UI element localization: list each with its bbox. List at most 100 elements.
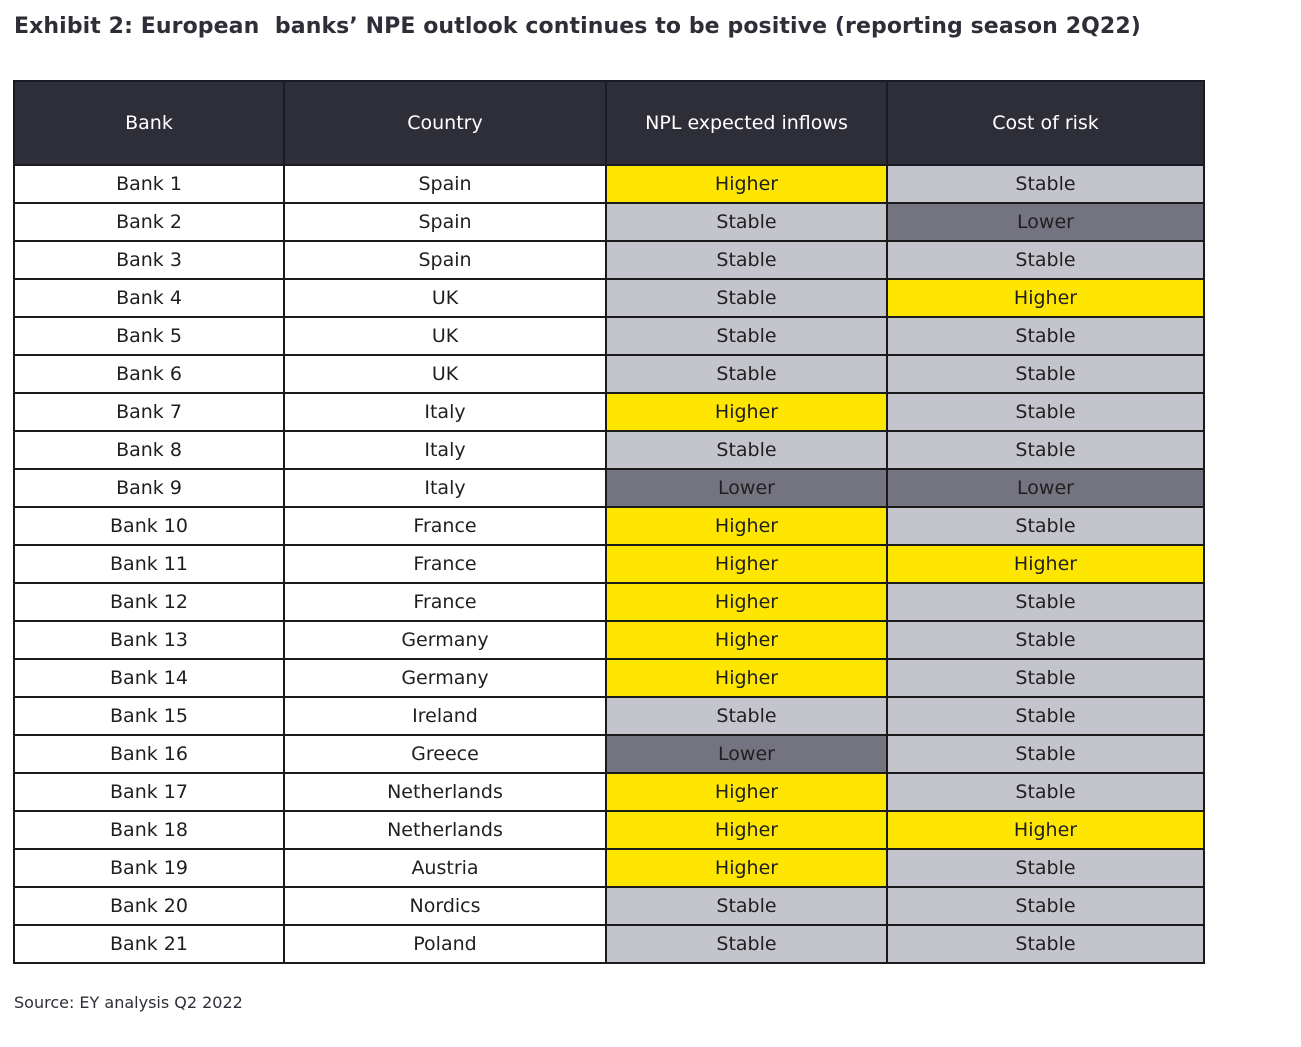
- bank-cell: Bank 20: [13, 886, 285, 926]
- country-cell: Austria: [283, 848, 607, 888]
- table-row: Bank 18 Netherlands Higher Higher: [13, 810, 1205, 850]
- bank-cell: Bank 13: [13, 620, 285, 660]
- cost-of-risk-cell: Stable: [886, 316, 1205, 356]
- country-cell: Ireland: [283, 696, 607, 736]
- cost-of-risk-cell: Stable: [886, 734, 1205, 774]
- bank-cell: Bank 15: [13, 696, 285, 736]
- country-cell: France: [283, 544, 607, 584]
- country-cell: Netherlands: [283, 810, 607, 850]
- country-cell: Italy: [283, 392, 607, 432]
- table-row: Bank 21 Poland Stable Stable: [13, 924, 1205, 964]
- cost-of-risk-cell: Stable: [886, 696, 1205, 736]
- country-cell: Spain: [283, 240, 607, 280]
- cost-of-risk-cell: Stable: [886, 164, 1205, 204]
- npl-expected-inflows-cell: Stable: [605, 202, 888, 242]
- cost-of-risk-cell: Higher: [886, 544, 1205, 584]
- cost-of-risk-cell: Lower: [886, 468, 1205, 508]
- npl-expected-inflows-cell: Higher: [605, 506, 888, 546]
- table-row: Bank 15 Ireland Stable Stable: [13, 696, 1205, 736]
- bank-cell: Bank 14: [13, 658, 285, 698]
- table-row: Bank 16 Greece Lower Stable: [13, 734, 1205, 774]
- npl-expected-inflows-cell: Higher: [605, 544, 888, 584]
- bank-cell: Bank 18: [13, 810, 285, 850]
- table-row: Bank 12 France Higher Stable: [13, 582, 1205, 622]
- npl-expected-inflows-cell: Stable: [605, 278, 888, 318]
- cost-of-risk-cell: Stable: [886, 392, 1205, 432]
- npl-expected-inflows-cell: Stable: [605, 316, 888, 356]
- npl-expected-inflows-cell: Stable: [605, 924, 888, 964]
- bank-cell: Bank 11: [13, 544, 285, 584]
- table-row: Bank 3 Spain Stable Stable: [13, 240, 1205, 280]
- country-cell: Spain: [283, 202, 607, 242]
- npl-expected-inflows-cell: Lower: [605, 734, 888, 774]
- country-cell: Italy: [283, 430, 607, 470]
- bank-cell: Bank 2: [13, 202, 285, 242]
- cost-of-risk-cell: Stable: [886, 506, 1205, 546]
- table-row: Bank 1 Spain Higher Stable: [13, 164, 1205, 204]
- npl-expected-inflows-cell: Higher: [605, 810, 888, 850]
- country-cell: Germany: [283, 620, 607, 660]
- cost-of-risk-cell: Stable: [886, 620, 1205, 660]
- bank-cell: Bank 6: [13, 354, 285, 394]
- bank-cell: Bank 17: [13, 772, 285, 812]
- country-cell: Poland: [283, 924, 607, 964]
- column-header-cost-of-risk: Cost of risk: [886, 80, 1205, 166]
- source-note: Source: EY analysis Q2 2022: [14, 993, 243, 1012]
- country-cell: France: [283, 582, 607, 622]
- table-row: Bank 7 Italy Higher Stable: [13, 392, 1205, 432]
- cost-of-risk-cell: Stable: [886, 658, 1205, 698]
- npl-expected-inflows-cell: Higher: [605, 658, 888, 698]
- cost-of-risk-cell: Stable: [886, 772, 1205, 812]
- bank-cell: Bank 8: [13, 430, 285, 470]
- cost-of-risk-cell: Lower: [886, 202, 1205, 242]
- cost-of-risk-cell: Stable: [886, 430, 1205, 470]
- table-row: Bank 14 Germany Higher Stable: [13, 658, 1205, 698]
- country-cell: Spain: [283, 164, 607, 204]
- bank-cell: Bank 3: [13, 240, 285, 280]
- bank-cell: Bank 4: [13, 278, 285, 318]
- bank-cell: Bank 7: [13, 392, 285, 432]
- cost-of-risk-cell: Stable: [886, 848, 1205, 888]
- npl-expected-inflows-cell: Stable: [605, 886, 888, 926]
- column-header-country: Country: [283, 80, 607, 166]
- table-row: Bank 2 Spain Stable Lower: [13, 202, 1205, 242]
- table-row: Bank 8 Italy Stable Stable: [13, 430, 1205, 470]
- table-row: Bank 17 Netherlands Higher Stable: [13, 772, 1205, 812]
- npl-expected-inflows-cell: Higher: [605, 620, 888, 660]
- cost-of-risk-cell: Stable: [886, 582, 1205, 622]
- country-cell: UK: [283, 278, 607, 318]
- npl-expected-inflows-cell: Higher: [605, 848, 888, 888]
- country-cell: Netherlands: [283, 772, 607, 812]
- bank-cell: Bank 21: [13, 924, 285, 964]
- cost-of-risk-cell: Stable: [886, 240, 1205, 280]
- table-row: Bank 19 Austria Higher Stable: [13, 848, 1205, 888]
- cost-of-risk-cell: Stable: [886, 354, 1205, 394]
- table-row: Bank 6 UK Stable Stable: [13, 354, 1205, 394]
- country-cell: UK: [283, 354, 607, 394]
- npl-expected-inflows-cell: Stable: [605, 354, 888, 394]
- npl-expected-inflows-cell: Stable: [605, 240, 888, 280]
- table-header-row: Bank Country NPL expected inflows Cost o…: [13, 80, 1205, 166]
- npl-expected-inflows-cell: Stable: [605, 430, 888, 470]
- npl-expected-inflows-cell: Higher: [605, 772, 888, 812]
- cost-of-risk-cell: Stable: [886, 924, 1205, 964]
- table-row: Bank 9 Italy Lower Lower: [13, 468, 1205, 508]
- cost-of-risk-cell: Stable: [886, 886, 1205, 926]
- table-row: Bank 5 UK Stable Stable: [13, 316, 1205, 356]
- npl-expected-inflows-cell: Higher: [605, 164, 888, 204]
- table-row: Bank 13 Germany Higher Stable: [13, 620, 1205, 660]
- column-header-npl-expected-inflows: NPL expected inflows: [605, 80, 888, 166]
- table-body: Bank 1 Spain Higher Stable Bank 2 Spain Stable…: [13, 164, 1205, 964]
- table-row: Bank 10 France Higher Stable: [13, 506, 1205, 546]
- cost-of-risk-cell: Higher: [886, 278, 1205, 318]
- cost-of-risk-cell: Higher: [886, 810, 1205, 850]
- country-cell: Nordics: [283, 886, 607, 926]
- bank-cell: Bank 1: [13, 164, 285, 204]
- country-cell: France: [283, 506, 607, 546]
- bank-cell: Bank 10: [13, 506, 285, 546]
- bank-cell: Bank 9: [13, 468, 285, 508]
- table-row: Bank 11 France Higher Higher: [13, 544, 1205, 584]
- exhibit-title: Exhibit 2: European banks’ NPE outlook c…: [14, 14, 1141, 39]
- npe-outlook-table: Bank Country NPL expected inflows Cost o…: [13, 80, 1205, 964]
- table-row: Bank 4 UK Stable Higher: [13, 278, 1205, 318]
